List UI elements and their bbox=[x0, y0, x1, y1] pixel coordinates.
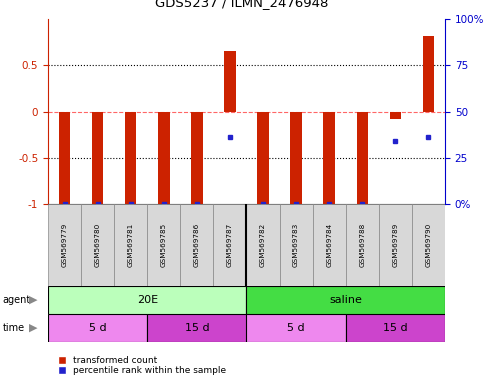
Bar bbox=[313, 204, 346, 286]
Text: GSM569787: GSM569787 bbox=[227, 223, 233, 267]
Text: GSM569782: GSM569782 bbox=[260, 223, 266, 267]
Bar bbox=[324, 111, 335, 204]
Text: time: time bbox=[2, 323, 25, 333]
Text: GSM569786: GSM569786 bbox=[194, 223, 200, 267]
Bar bbox=[423, 36, 434, 111]
Bar bbox=[147, 314, 246, 342]
Text: 15 d: 15 d bbox=[383, 323, 408, 333]
Bar bbox=[412, 204, 445, 286]
Bar bbox=[224, 51, 236, 111]
Text: GSM569790: GSM569790 bbox=[426, 223, 431, 267]
Text: saline: saline bbox=[329, 295, 362, 305]
Bar bbox=[346, 204, 379, 286]
Bar bbox=[147, 204, 180, 286]
Text: GSM569788: GSM569788 bbox=[359, 223, 365, 267]
Bar bbox=[48, 286, 246, 314]
Bar bbox=[290, 111, 302, 204]
Text: GSM569781: GSM569781 bbox=[128, 223, 134, 267]
Bar bbox=[346, 314, 445, 342]
Text: GSM569780: GSM569780 bbox=[95, 223, 100, 267]
Bar bbox=[246, 204, 280, 286]
Bar bbox=[81, 204, 114, 286]
Bar bbox=[48, 204, 81, 286]
Bar bbox=[125, 111, 137, 204]
Bar bbox=[379, 204, 412, 286]
Bar bbox=[390, 111, 401, 119]
Text: ▶: ▶ bbox=[29, 295, 38, 305]
Text: GSM569784: GSM569784 bbox=[326, 223, 332, 267]
Text: 5 d: 5 d bbox=[89, 323, 106, 333]
Text: ▶: ▶ bbox=[29, 323, 38, 333]
Text: GSM569789: GSM569789 bbox=[392, 223, 398, 267]
Bar bbox=[246, 286, 445, 314]
Bar bbox=[92, 111, 103, 204]
Bar bbox=[246, 314, 346, 342]
Text: 5 d: 5 d bbox=[287, 323, 305, 333]
Text: 20E: 20E bbox=[137, 295, 158, 305]
Bar bbox=[257, 111, 269, 204]
Bar bbox=[213, 204, 246, 286]
Text: GSM569785: GSM569785 bbox=[161, 223, 167, 267]
Bar bbox=[180, 204, 213, 286]
Bar bbox=[280, 204, 313, 286]
Bar bbox=[114, 204, 147, 286]
Text: 15 d: 15 d bbox=[185, 323, 209, 333]
Bar bbox=[191, 111, 203, 204]
Bar bbox=[48, 314, 147, 342]
Text: GSM569779: GSM569779 bbox=[61, 223, 68, 267]
Text: GSM569783: GSM569783 bbox=[293, 223, 299, 267]
Bar bbox=[356, 111, 368, 204]
Legend: transformed count, percentile rank within the sample: transformed count, percentile rank withi… bbox=[53, 356, 227, 376]
Bar bbox=[158, 111, 170, 204]
Bar bbox=[59, 111, 71, 204]
Text: GDS5237 / ILMN_2476948: GDS5237 / ILMN_2476948 bbox=[155, 0, 328, 9]
Text: agent: agent bbox=[2, 295, 30, 305]
